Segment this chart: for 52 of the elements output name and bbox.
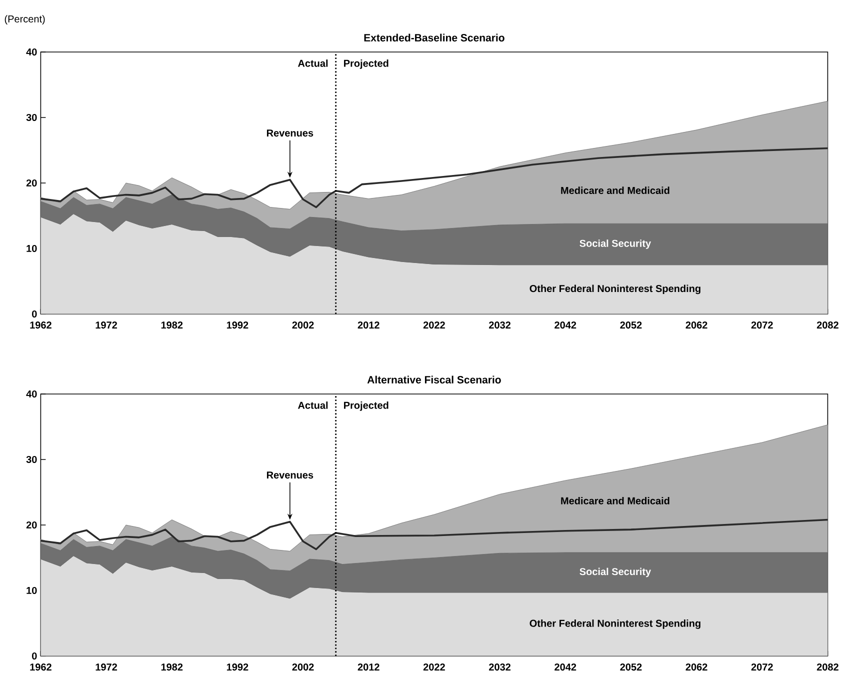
x-tick-label: 1962 (30, 664, 52, 671)
text: Revenues (266, 130, 314, 137)
x-tick-label: 1982 (161, 322, 183, 329)
series-label: Other Federal Noninterest Spending (530, 620, 700, 629)
y-tick-label: 10 (26, 244, 37, 252)
x-tick-label: 2052 (620, 664, 642, 671)
series-label: Medicare and Medicaid (561, 497, 670, 504)
x-tick-label: 2012 (358, 664, 380, 671)
annotation: Projected (344, 402, 388, 411)
y-tick-label: 40 (26, 390, 37, 398)
x-tick-label: 2062 (686, 322, 708, 329)
series-label: Social Security (580, 240, 651, 249)
text: Revenues (266, 472, 314, 479)
x-tick-label: 1982 (161, 664, 183, 671)
x-tick-label: 2002 (292, 664, 314, 671)
x-tick-label: 2052 (620, 322, 642, 329)
y-axis-title: (Percent) (4, 15, 45, 24)
x-tick-label: 1962 (30, 322, 52, 329)
annotation: Projected (344, 60, 388, 69)
y-tick-label: 10 (26, 586, 37, 594)
x-tick-label: 2022 (423, 322, 445, 329)
y-tick-label: 40 (26, 48, 37, 56)
y-tick-label: 0 (32, 310, 37, 318)
x-tick-label: 1972 (96, 664, 118, 671)
x-tick-label: 2012 (358, 322, 380, 329)
x-tick-label: 1972 (96, 322, 118, 329)
x-tick-label: 2032 (489, 664, 511, 671)
series-label: Other Federal Noninterest Spending (530, 284, 700, 294)
chart-title: Extended-Baseline Scenario (364, 34, 504, 42)
annotation: Actual (298, 402, 328, 409)
y-tick-label: 30 (26, 456, 37, 464)
x-tick-label: 2002 (292, 322, 314, 329)
x-tick-label: 2082 (816, 664, 838, 671)
line-series (40, 147, 829, 208)
x-tick-label: 1992 (226, 664, 248, 671)
x-tick-label: 2072 (751, 664, 773, 671)
annotation: Actual (298, 60, 328, 67)
x-tick-label: 2062 (686, 664, 708, 671)
series-label: Social Security (580, 568, 651, 578)
x-tick-label: 2022 (423, 664, 445, 671)
x-tick-label: 2032 (489, 322, 511, 329)
series-label: Medicare and Medicaid (561, 186, 670, 194)
y-tick-label: 30 (26, 114, 37, 122)
x-tick-label: 1992 (226, 322, 248, 329)
chart-title: Alternative Fiscal Scenario (367, 376, 501, 384)
x-tick-label: 2042 (554, 322, 576, 329)
y-tick-label: 20 (26, 179, 37, 187)
x-tick-label: 2042 (554, 664, 576, 671)
x-tick-label: 2072 (751, 322, 773, 329)
y-tick-label: 0 (32, 652, 37, 660)
y-tick-label: 20 (26, 521, 37, 529)
x-tick-label: 2082 (816, 322, 838, 329)
